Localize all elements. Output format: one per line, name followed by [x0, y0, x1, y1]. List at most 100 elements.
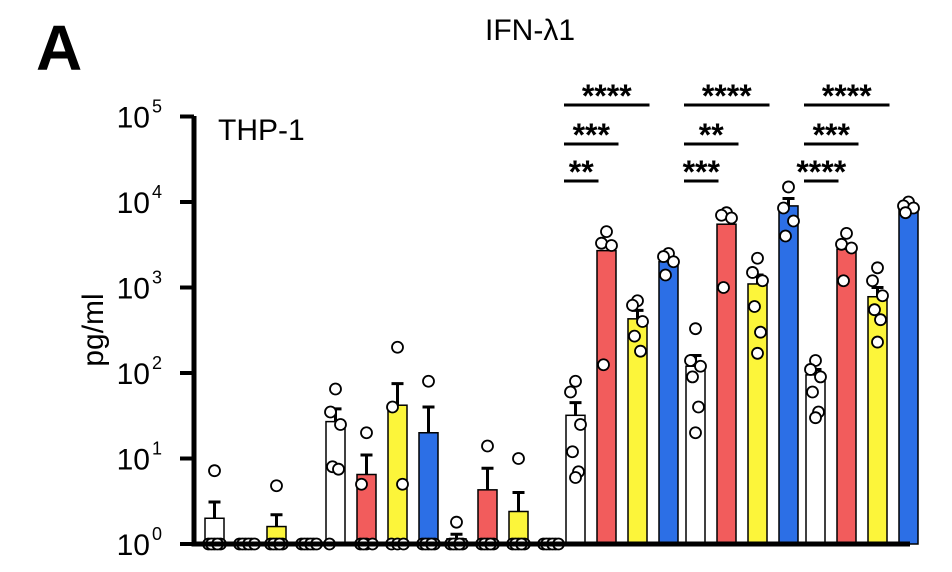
point-g4-s3-3: [779, 229, 792, 243]
point-g3-s0-0: [569, 374, 582, 388]
significance-8: ****: [796, 154, 846, 190]
point-g0-s2-0: [270, 479, 283, 493]
significance-7: ***: [813, 117, 851, 153]
significance-5: ***: [683, 154, 721, 190]
point-g3-s0-2: [574, 418, 587, 431]
bar-g1-s0: [325, 420, 346, 545]
y-tick-exp-1: 1: [152, 439, 162, 459]
point-g3-s2-2: [636, 315, 649, 328]
y-tick-label-0: 10: [117, 529, 150, 562]
point-g4-s0-4: [692, 400, 705, 414]
point-g3-s0-5: [569, 471, 582, 484]
error-bar-g2-s2: [512, 491, 525, 512]
point-g1-s1-1: [355, 477, 368, 491]
point-g5-s3-3: [899, 206, 912, 220]
error-bar-g1-s1: [360, 453, 373, 475]
y-tick-exp-5: 5: [152, 97, 162, 117]
point-g1-s0-2: [334, 418, 347, 431]
point-g5-s0-2: [814, 370, 827, 384]
y-axis-label: pg/ml: [77, 293, 110, 366]
y-tick-exp-3: 3: [152, 268, 162, 288]
point-g4-s2-1: [746, 266, 759, 279]
point-g0-s0-0: [208, 464, 221, 478]
point-g4-s0-2: [694, 359, 707, 373]
point-g4-s1-2: [725, 211, 738, 225]
point-g1-s2-0: [391, 340, 404, 354]
bar-g5-s2: [867, 295, 888, 545]
point-g3-s0-1: [564, 385, 577, 399]
point-g5-s2-5: [871, 335, 884, 349]
bar-g3-s1: [596, 249, 617, 545]
point-g5-s0-1: [804, 363, 817, 376]
bar-g5-s1: [836, 248, 857, 545]
point-g1-s2-1: [386, 400, 399, 414]
significance-1: ***: [573, 117, 611, 153]
point-g5-s2-2: [876, 289, 889, 303]
bar-g1-s3: [418, 432, 439, 545]
point-g5-s2-1: [866, 274, 879, 288]
point-g3-s0-3: [566, 445, 579, 459]
point-g4-s3-1: [777, 201, 790, 215]
error-bar-g1-s3: [422, 405, 435, 433]
error-bar-g1-s2: [391, 382, 404, 406]
point-g3-s2-4: [634, 344, 647, 358]
bar-g4-s0: [685, 365, 706, 545]
point-g3-s1-0: [600, 225, 613, 239]
error-bar-g3-s0: [569, 401, 582, 416]
significance-4: **: [699, 117, 724, 153]
point-g4-s2-5: [751, 346, 764, 360]
point-g2-s2-0: [512, 452, 525, 465]
error-bar-g0-s0: [208, 500, 221, 519]
axes: [191, 116, 910, 547]
point-g4-s3-2: [787, 214, 800, 228]
bar-g3-s3: [658, 261, 679, 545]
point-g5-s1-3: [837, 274, 850, 288]
point-g3-s1-2: [605, 239, 618, 252]
bar-g4-s1: [716, 223, 737, 545]
bar-g4-s2: [747, 283, 768, 545]
point-g1-s3-0: [422, 374, 435, 388]
point-g4-s2-3: [748, 300, 761, 313]
point-g4-s2-2: [756, 274, 769, 288]
point-g3-s3-1: [657, 250, 670, 263]
point-g3-s3-2: [667, 255, 680, 269]
y-tick-label-3: 10: [117, 273, 150, 306]
significance-2: **: [569, 154, 594, 190]
point-g4-s0-5: [689, 426, 702, 440]
significance-markers: *****************************: [564, 78, 890, 190]
point-g4-s0-1: [684, 354, 697, 367]
point-g4-s0-3: [686, 370, 699, 384]
point-g3-s2-3: [628, 329, 641, 343]
bars: [204, 205, 919, 545]
bar-g1-s2: [387, 404, 408, 545]
error-bar-g0-s2: [270, 513, 283, 527]
point-g5-s2-4: [874, 313, 887, 327]
point-g5-s0-3: [806, 385, 819, 399]
bar-g4-s3: [778, 205, 799, 545]
y-tick-label-1: 10: [117, 444, 150, 477]
point-g4-s2-0: [751, 251, 764, 265]
point-g1-s2-2: [396, 477, 409, 491]
y-tick-exp-0: 0: [152, 524, 162, 544]
point-g2-s0-0: [450, 515, 463, 529]
point-g3-s1-3: [597, 358, 610, 372]
point-g5-s1-0: [840, 226, 853, 240]
bar-g5-s0: [805, 374, 826, 545]
y-tick-exp-2: 2: [152, 353, 162, 373]
significance-0: ****: [582, 78, 632, 114]
chart-title: IFN-λ1: [485, 14, 575, 47]
point-g5-s2-3: [868, 303, 881, 317]
y-tick-label-2: 10: [117, 358, 150, 391]
point-g3-s2-1: [626, 298, 639, 312]
y-tick-label-4: 10: [117, 187, 150, 220]
point-g5-s2-0: [871, 261, 884, 275]
point-g4-s1-3: [717, 281, 730, 294]
point-g5-s1-2: [845, 241, 858, 255]
panel-label: A: [36, 12, 82, 84]
point-g1-s0-0: [329, 382, 342, 396]
point-g1-s1-0: [360, 426, 373, 440]
y-tick-label-5: 10: [117, 102, 150, 135]
point-g1-s0-1: [324, 405, 337, 419]
point-g4-s3-0: [782, 180, 795, 194]
